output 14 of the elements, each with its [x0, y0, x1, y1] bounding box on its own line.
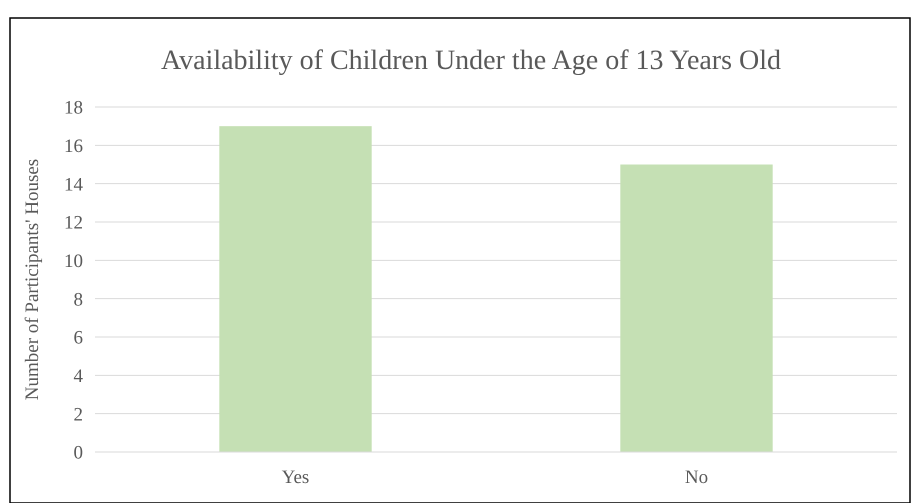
y-tick-label: 18 — [64, 98, 83, 119]
y-axis-title: Number of Participants' Houses — [22, 158, 43, 400]
chart-title: Availability of Children Under the Age of 13 Years Old — [160, 45, 782, 76]
y-tick-label: 14 — [64, 174, 84, 196]
y-tick-label: 4 — [74, 366, 84, 387]
y-tick-label: 6 — [74, 328, 83, 349]
y-tick-label: 0 — [74, 442, 83, 464]
y-tick-label: 2 — [74, 404, 83, 426]
x-tick-label: No — [684, 467, 708, 488]
y-tick-label: 10 — [64, 250, 83, 272]
y-tick-label: 12 — [64, 212, 83, 234]
x-tick-label: Yes — [282, 467, 310, 488]
y-tick-label: 8 — [74, 289, 83, 310]
y-tick-label: 16 — [64, 136, 83, 157]
